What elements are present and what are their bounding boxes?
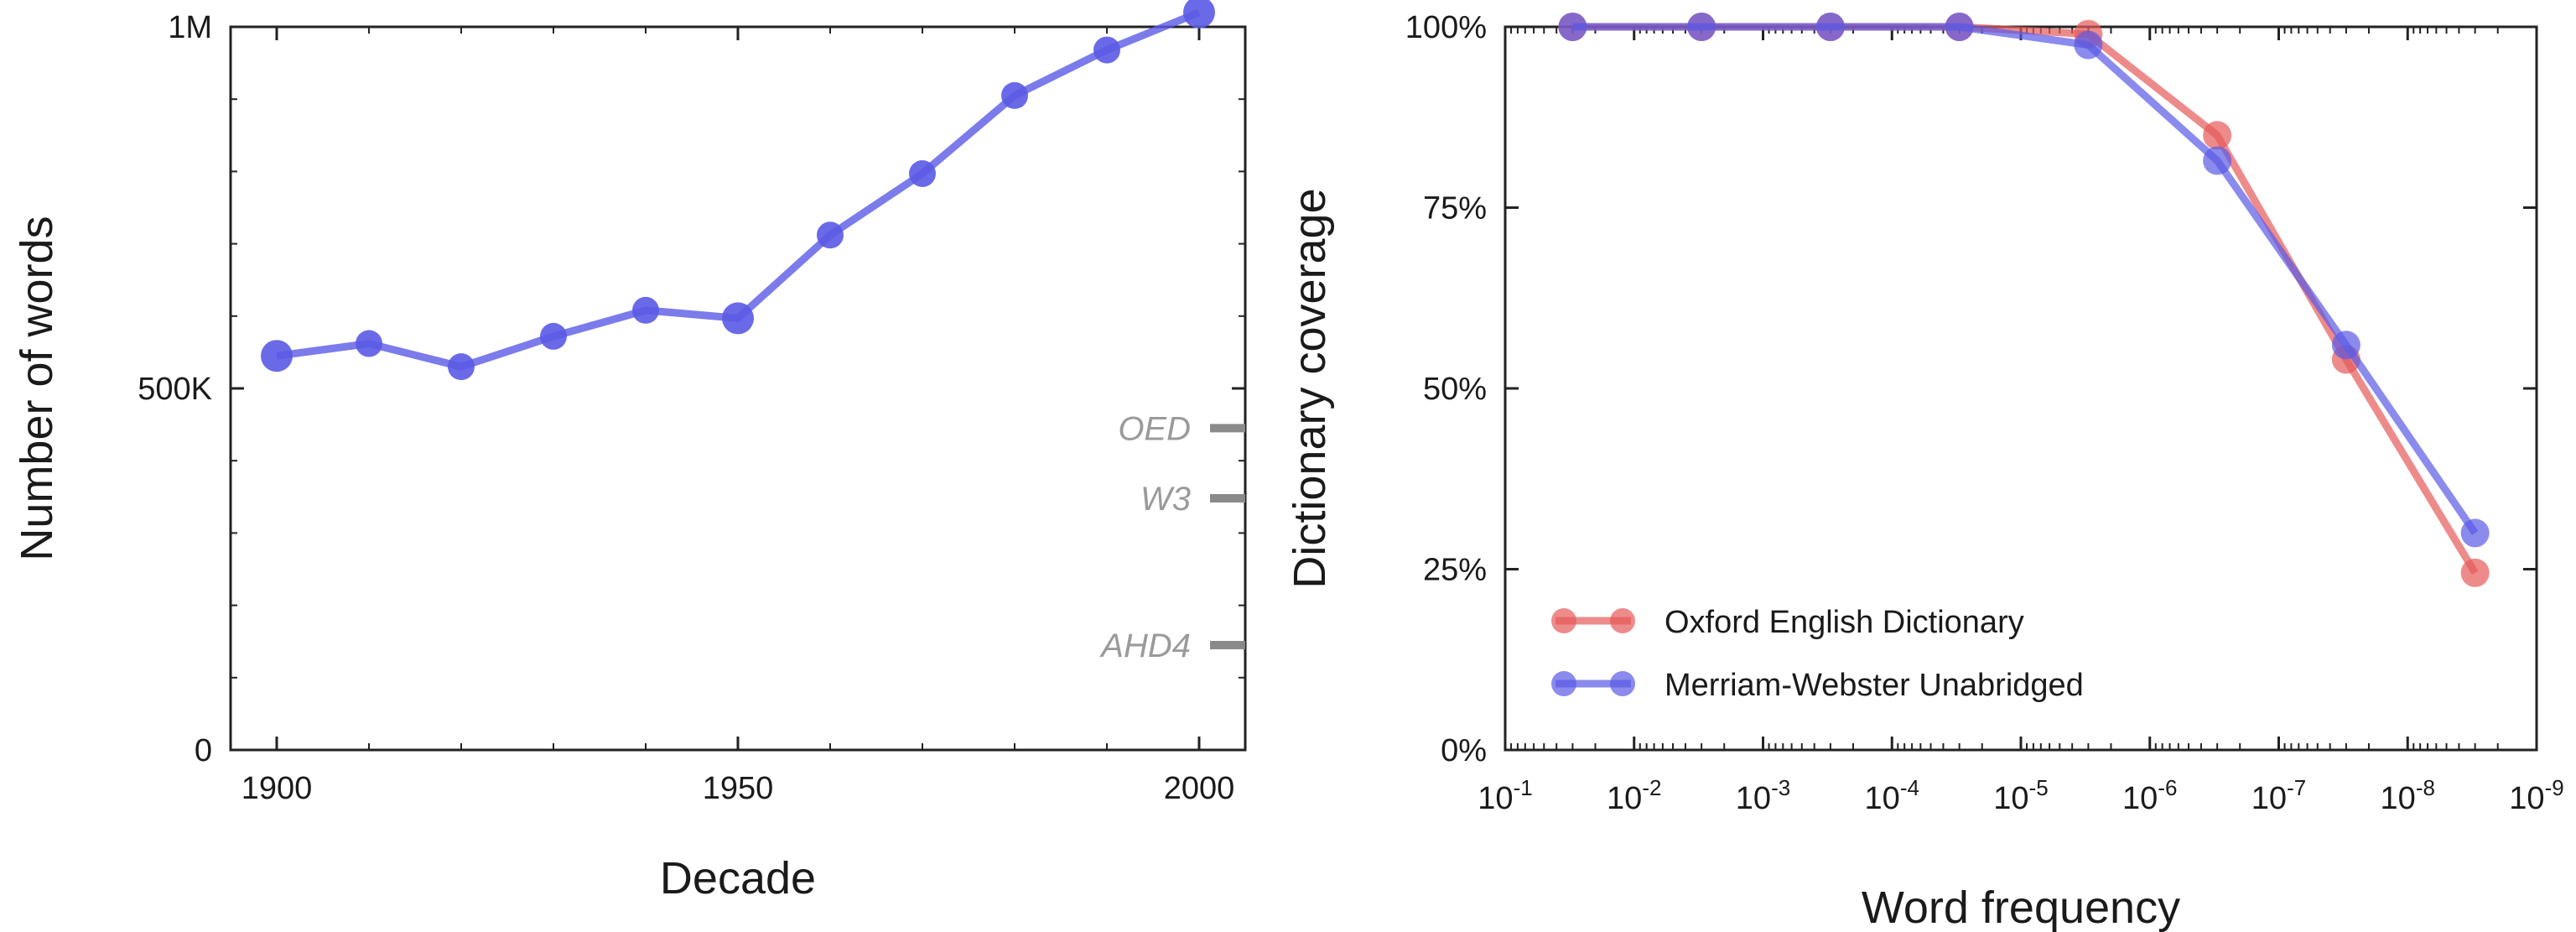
right-x-tick-label: 10-9 <box>2509 775 2563 816</box>
left-plot-frame <box>229 25 1247 752</box>
left-data-point <box>1093 36 1120 64</box>
left-x-tick-label: 1900 <box>242 771 313 806</box>
left-data-point <box>722 302 754 335</box>
right-x-tick-label: 10-7 <box>2251 775 2306 816</box>
right-data-point-1 <box>1815 13 1845 41</box>
left-y-axis-label: Number of words <box>12 216 62 560</box>
right-y-axis-label: Dictionary coverage <box>1285 188 1335 588</box>
right-data-point-1 <box>1687 13 1716 41</box>
right-y-tick-label: 0% <box>1441 733 1487 768</box>
left-y-tick-label: 1M <box>168 10 212 45</box>
left-data-point <box>1001 81 1028 109</box>
left-x-tick-label: 2000 <box>1164 771 1235 806</box>
left-y-tick-label: 500K <box>138 372 212 407</box>
right-x-tick-label: 10-5 <box>1993 775 2048 816</box>
left-reference-marks: OED W3 AHD4 <box>1099 410 1245 664</box>
ref-label-ahd4: AHD4 <box>1099 627 1191 664</box>
left-ticks: 1900 1950 2000 0 500K 1M <box>138 10 1245 806</box>
right-x-tick-label: 10-3 <box>1736 775 1790 816</box>
left-data-point <box>261 340 293 372</box>
right-data-point-1 <box>2203 146 2232 175</box>
right-chart: 10-1 10-2 10-3 10-4 10-5 10-6 10-7 10-8 10-9 0% 25… <box>1285 10 2564 932</box>
right-y-tick-label: 75% <box>1423 191 1487 226</box>
right-series-line-0 <box>1572 23 2479 575</box>
legend-label-0: Oxford English Dictionary <box>1665 605 2024 640</box>
right-data-point-1 <box>2460 518 2490 548</box>
right-data-point-0 <box>2460 558 2490 587</box>
right-data-point-1 <box>1945 13 1974 41</box>
legend-marker-1 <box>1610 671 1635 696</box>
right-x-tick-label: 10-1 <box>1478 775 1532 816</box>
right-x-tick-label: 10-6 <box>2122 775 2177 816</box>
right-y-tick-label: 100% <box>1405 10 1487 45</box>
left-y-tick-label: 0 <box>195 733 212 768</box>
legend: Oxford English Dictionary Merriam-Webster… <box>1551 605 2084 703</box>
left-data-point <box>356 330 382 357</box>
right-y-tick-label: 50% <box>1423 372 1487 407</box>
legend-marker-0 <box>1610 608 1635 633</box>
left-chart: 1900 1950 2000 0 500K 1M OED W3 AHD4 Decade Num… <box>12 0 1247 903</box>
right-data-point-0 <box>2203 121 2232 150</box>
left-data-point <box>817 221 844 249</box>
legend-marker-1 <box>1551 671 1576 696</box>
legend-marker-0 <box>1551 608 1576 633</box>
right-x-tick-label: 10-4 <box>1865 775 1919 816</box>
ref-label-w3: W3 <box>1140 481 1191 518</box>
left-data-point <box>632 296 659 324</box>
left-data-point <box>448 353 475 381</box>
left-x-tick-label: 1950 <box>703 771 774 806</box>
right-y-tick-label: 25% <box>1423 553 1487 588</box>
left-x-axis-label: Decade <box>660 853 816 903</box>
right-data-point-1 <box>2331 331 2360 360</box>
left-data-point <box>909 159 936 187</box>
right-x-tick-label: 10-8 <box>2381 775 2435 816</box>
right-data-point-1 <box>1558 13 1587 41</box>
left-data-point <box>1183 0 1215 29</box>
ref-label-oed: OED <box>1118 410 1191 447</box>
right-plot-frame <box>1504 25 2538 752</box>
right-x-axis-label: Word frequency <box>1862 883 2180 932</box>
right-data-point-1 <box>2074 30 2103 60</box>
right-series <box>1558 13 2490 587</box>
right-series-line-1 <box>1572 23 2479 535</box>
left-data-point <box>540 322 567 350</box>
legend-label-1: Merriam-Webster Unabridged <box>1665 668 2084 703</box>
right-x-tick-label: 10-2 <box>1607 775 1661 816</box>
left-series <box>261 0 1215 381</box>
